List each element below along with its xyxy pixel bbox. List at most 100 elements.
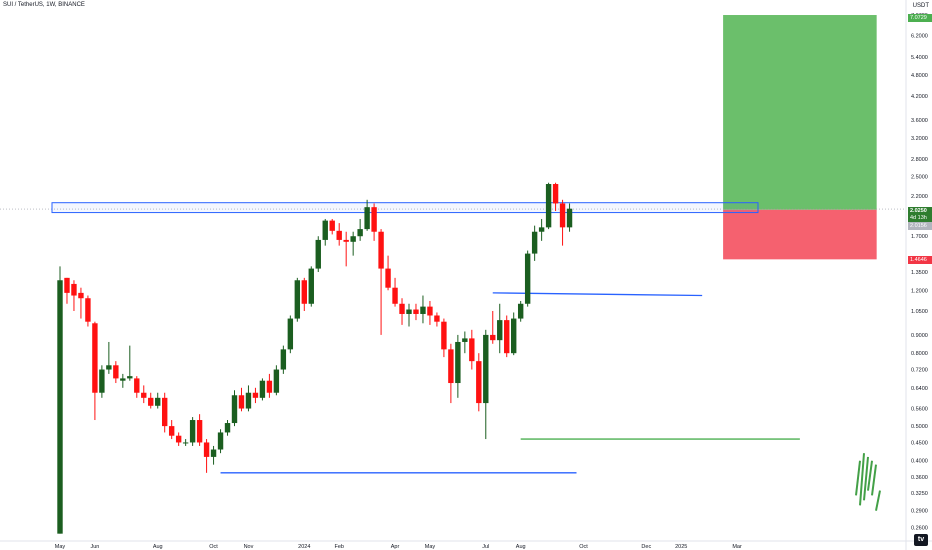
x-tick-label: Dec	[641, 544, 651, 550]
x-tick-label: Feb	[334, 544, 343, 550]
candle-body	[196, 420, 203, 443]
candle-body	[238, 395, 245, 409]
bars-pattern-bar	[871, 464, 877, 496]
candle-body	[217, 432, 224, 450]
x-tick-label: 2024	[298, 544, 310, 550]
tradingview-logo-icon[interactable]: tv	[914, 534, 928, 546]
candle-body	[455, 341, 461, 384]
y-tick-label: 0.4500	[911, 440, 928, 446]
target-price-tag: 7.0729	[908, 14, 932, 22]
x-tick-label: Oct	[579, 544, 588, 550]
y-tick-label: 1.7000	[911, 234, 928, 240]
y-tick-label: 0.8000	[911, 351, 928, 357]
candle-body	[78, 292, 84, 299]
bars-pattern-bar	[867, 460, 873, 491]
candle-body	[252, 392, 259, 398]
candle-body	[294, 280, 301, 319]
candle-body	[552, 184, 559, 204]
y-tick-label: 0.5000	[911, 424, 928, 430]
x-tick-label: Jul	[482, 544, 489, 550]
y-tick-label: 2.2000	[911, 194, 928, 200]
y-tick-label: 1.2000	[911, 288, 928, 294]
bars-pattern-bar	[875, 490, 881, 511]
candle-body	[113, 365, 119, 379]
candle-body	[392, 287, 398, 304]
candle-body	[343, 239, 349, 242]
x-tick-label: Oct	[209, 544, 218, 550]
x-tick-label: Aug	[516, 544, 526, 550]
y-tick-label: 0.4000	[911, 459, 928, 465]
candle-body	[538, 227, 545, 232]
candle-body	[559, 203, 566, 228]
mid-trendline	[492, 292, 703, 297]
candle-body	[259, 380, 266, 398]
candle-body	[420, 306, 426, 314]
y-tick-label: 0.2600	[911, 526, 928, 532]
x-tick-label: Mar	[732, 544, 742, 550]
chart-title: SUI / TetherUS, 1W, BINANCE	[3, 2, 85, 8]
x-tick-label: Apr	[391, 544, 400, 550]
candle-body	[524, 253, 531, 304]
candle-body	[531, 231, 538, 254]
candle-body	[280, 349, 287, 370]
candle-body	[155, 397, 161, 406]
candle-body	[434, 315, 440, 322]
y-tick-label: 4.8000	[911, 73, 928, 79]
x-tick-label: May	[55, 544, 66, 550]
candle-body	[364, 207, 370, 230]
y-tick-label: 0.5600	[911, 407, 928, 413]
candle-body	[357, 229, 363, 237]
candle-body	[57, 280, 63, 534]
candle-body	[106, 365, 112, 370]
x-tick-label: Jun	[90, 544, 99, 550]
candle-body	[301, 280, 307, 304]
candle-body	[315, 239, 321, 269]
candle-body	[231, 395, 238, 424]
candle-body	[469, 338, 475, 362]
candle-body	[148, 397, 154, 406]
y-tick-label: 0.3250	[911, 491, 928, 497]
candle-body	[141, 392, 147, 398]
bars-pattern-bar	[855, 460, 861, 496]
y-tick-label: 2.8000	[911, 157, 928, 163]
bars-pattern-bar	[863, 456, 869, 501]
y-tick-label: 5.4000	[911, 55, 928, 61]
candle-body	[448, 349, 454, 384]
y-tick-label: 0.9000	[911, 333, 928, 339]
candle-body	[566, 208, 573, 228]
long-position-loss-zone	[723, 209, 877, 260]
candle-body	[329, 220, 335, 231]
candle-body	[189, 420, 196, 443]
candle-body	[287, 318, 294, 350]
candle-body	[308, 268, 314, 304]
y-tick-label: 2.5000	[911, 174, 928, 180]
candle-body	[385, 268, 391, 288]
candle-body	[336, 230, 342, 240]
candle-body	[203, 442, 210, 457]
y-tick-label: 1.3500	[911, 270, 928, 276]
candle-body	[504, 320, 510, 354]
candle-body	[399, 303, 405, 314]
candle-body	[127, 376, 133, 379]
candle-body	[378, 231, 384, 269]
bar-countdown: 4d 13h	[910, 214, 927, 221]
candle-body	[224, 423, 231, 433]
candle-body	[427, 306, 433, 316]
y-tick-label: 0.2900	[911, 509, 928, 515]
candle-body	[92, 323, 98, 393]
y-tick-label: 6.2000	[911, 33, 928, 39]
current-price: 2.0250	[910, 208, 927, 214]
candle-body	[476, 361, 482, 404]
candle-body	[266, 380, 273, 393]
candle-body	[490, 334, 496, 341]
candle-body	[497, 320, 503, 341]
candle-body	[120, 378, 126, 381]
bars-pattern-bar	[859, 453, 865, 506]
candle-body	[245, 392, 252, 409]
candle-body	[462, 338, 468, 342]
candle-body	[64, 277, 70, 293]
candle-body	[441, 321, 447, 350]
candle-body	[168, 426, 175, 436]
y-tick-label: 3.2000	[911, 136, 928, 142]
